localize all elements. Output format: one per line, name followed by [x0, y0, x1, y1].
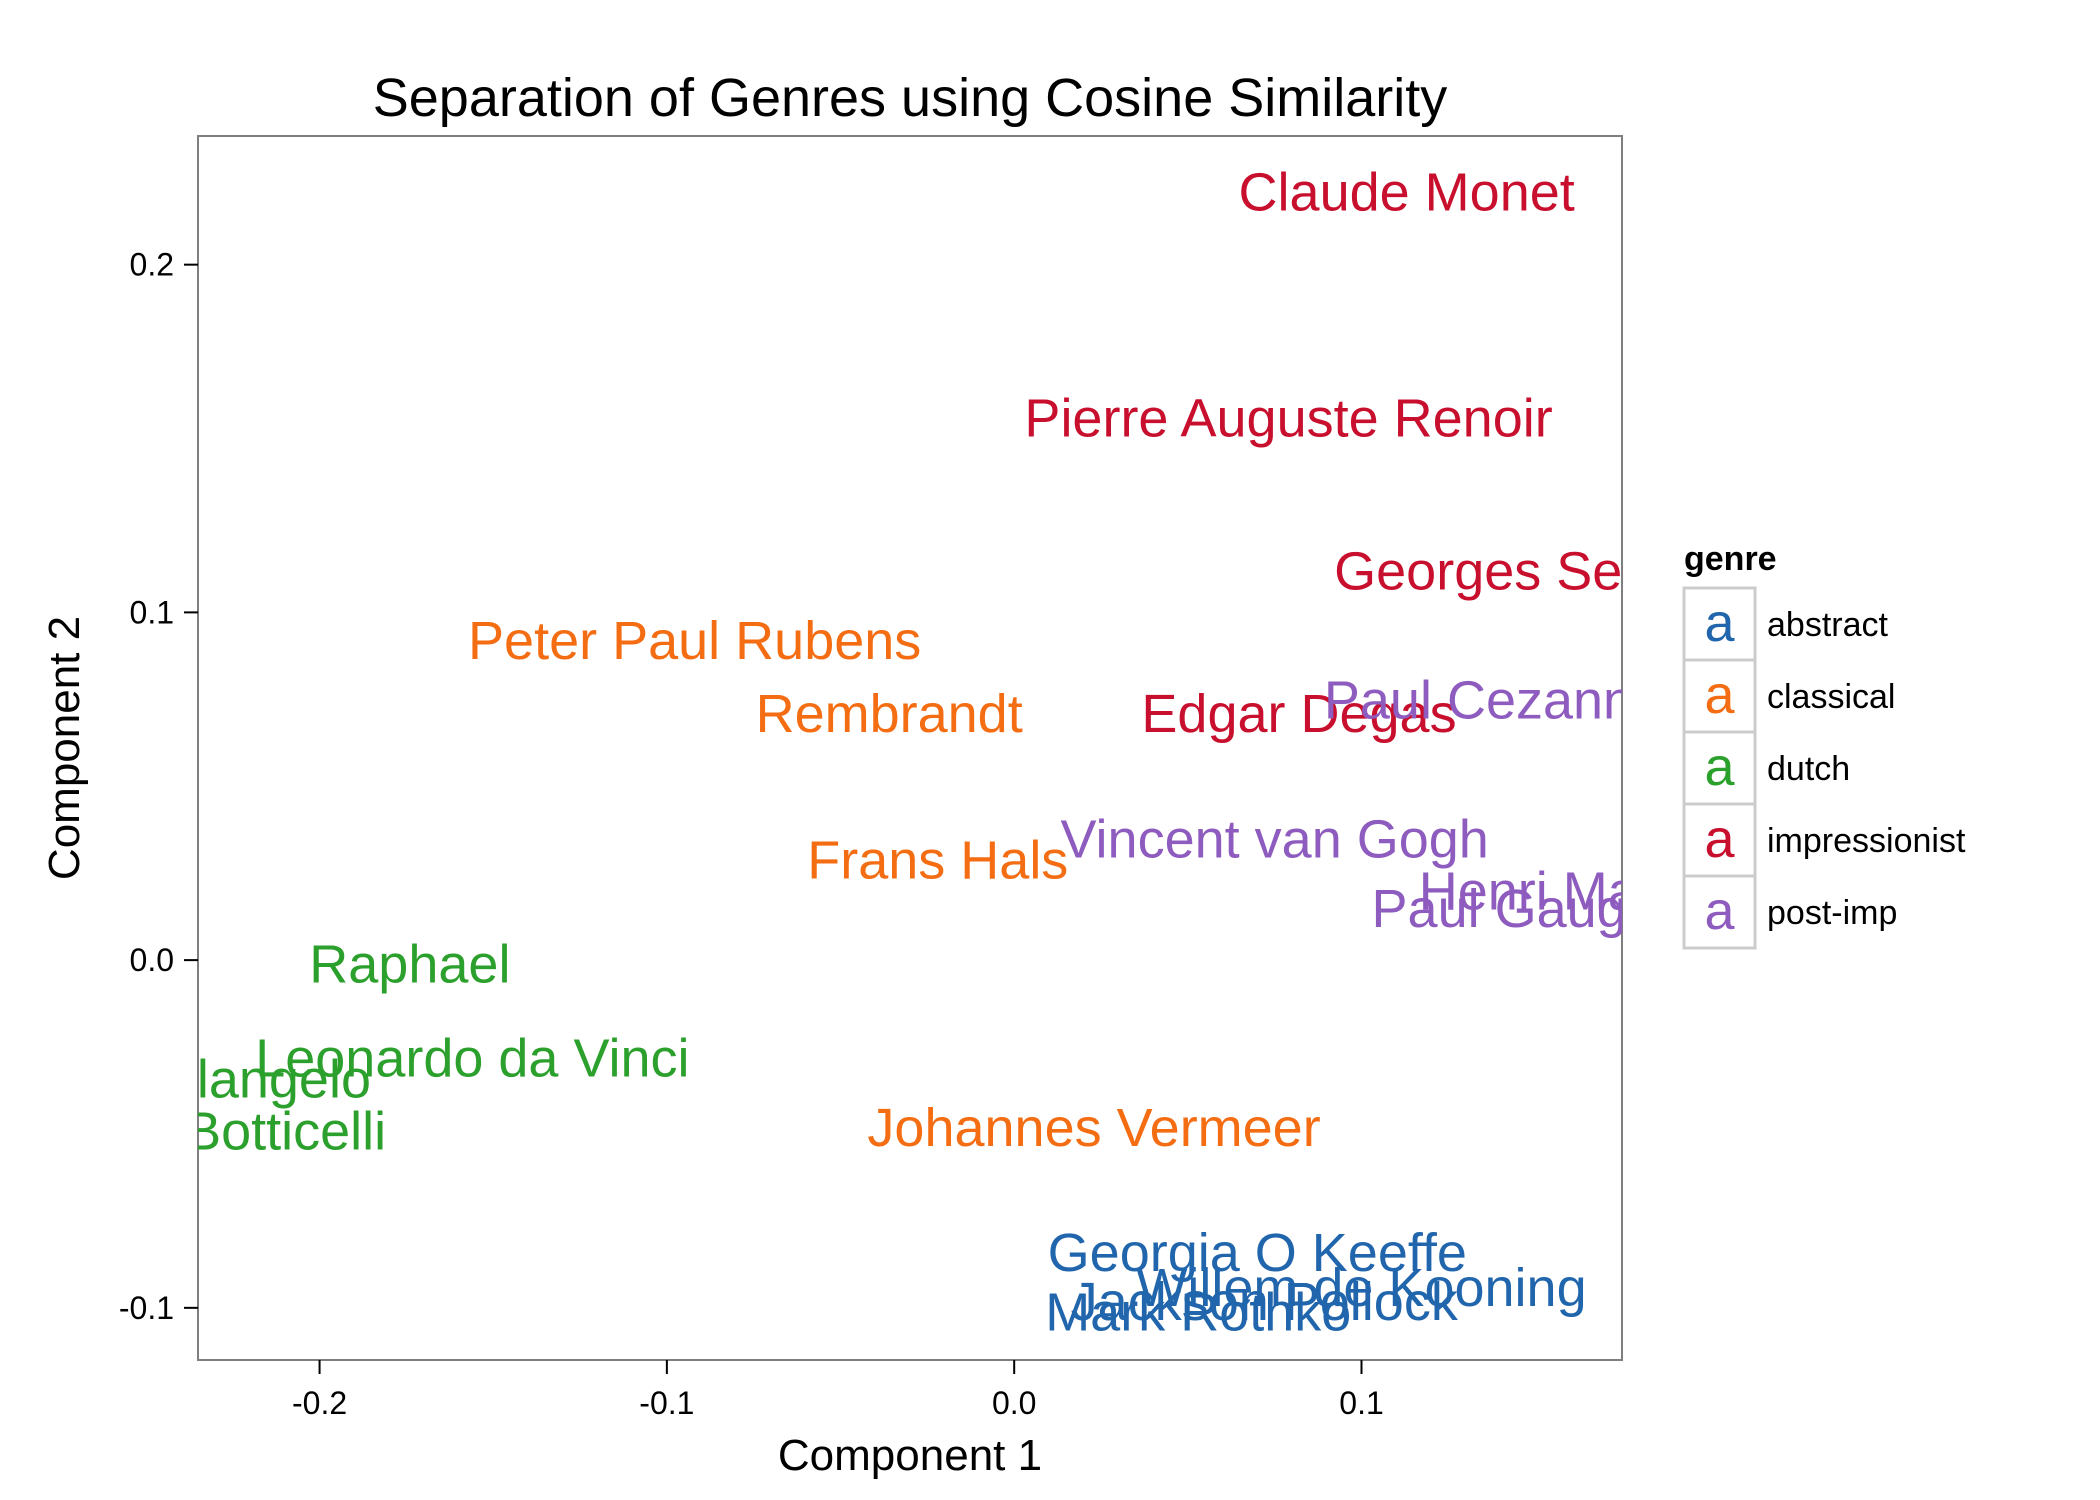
legend-key-glyph: a: [1704, 881, 1735, 941]
point-label: Edgar Degas: [1141, 684, 1456, 744]
point-label: Johannes Vermeer: [867, 1098, 1320, 1158]
point-label: Pierre Auguste Renoir: [1024, 389, 1552, 449]
x-axis-title: Component 1: [778, 1431, 1042, 1480]
point-label: Jackson Pollock: [1071, 1272, 1459, 1332]
x-tick-label: -0.2: [292, 1385, 347, 1421]
point-label: Rembrandt: [756, 684, 1023, 744]
point-label: Michelangelo: [53, 1049, 371, 1109]
legend-title: genre: [1684, 540, 1777, 578]
legend-label: classical: [1767, 678, 1895, 716]
legend-label: impressionist: [1767, 822, 1966, 860]
legend-key-glyph: a: [1704, 809, 1735, 869]
point-label: Henri Matisse: [1419, 862, 1749, 922]
legend-key: [1682, 730, 1757, 806]
point-label: Leonardo da Vinci: [255, 1028, 689, 1088]
y-tick-label: -0.1: [119, 1290, 174, 1326]
legend-key: [1682, 874, 1757, 950]
point-label: Willem de Kooning: [1136, 1258, 1586, 1318]
point-label: Claude Monet: [1239, 163, 1575, 223]
legend-key-glyph: a: [1704, 593, 1735, 653]
y-tick-label: 0.0: [130, 942, 174, 978]
x-tick-label: 0.1: [1339, 1385, 1383, 1421]
point-label: Vincent van Gogh: [1061, 809, 1489, 869]
point-label: Georges Seurat: [1334, 542, 1715, 602]
legend-key-glyph: a: [1704, 665, 1735, 725]
point-label: Sandro Botticelli: [0, 1102, 386, 1162]
y-axis: -0.1 0.0 0.1 0.2: [119, 247, 198, 1326]
point-label: Peter Paul Rubens: [468, 611, 921, 671]
legend-label: post-imp: [1767, 894, 1897, 932]
chart-title: Separation of Genres using Cosine Simila…: [373, 68, 1448, 128]
plot-panel: [197, 135, 1623, 1361]
legend-key-glyph: a: [1704, 737, 1735, 797]
y-axis-title: Component 2: [40, 616, 89, 880]
point-label: Georgia O Keeffe: [1048, 1223, 1467, 1283]
legend-label: abstract: [1767, 606, 1888, 644]
point-label: Frans Hals: [807, 830, 1068, 890]
legend-key: [1682, 586, 1757, 662]
y-tick-label: 0.2: [130, 247, 174, 283]
x-axis: -0.2 -0.1 0.0 0.1: [292, 1360, 1384, 1421]
x-tick-label: 0.0: [992, 1385, 1036, 1421]
legend-key: [1682, 658, 1757, 734]
point-label: Paul Gauguin: [1372, 879, 1699, 939]
x-tick-label: -0.1: [639, 1385, 694, 1421]
y-tick-label: 0.1: [130, 594, 174, 630]
point-label: Paul Cezanne: [1324, 670, 1663, 730]
point-label: Mark Rothko: [1045, 1282, 1351, 1342]
legend-label: dutch: [1767, 750, 1850, 788]
point-label: Raphael: [309, 935, 510, 995]
legend-key: [1682, 802, 1757, 878]
